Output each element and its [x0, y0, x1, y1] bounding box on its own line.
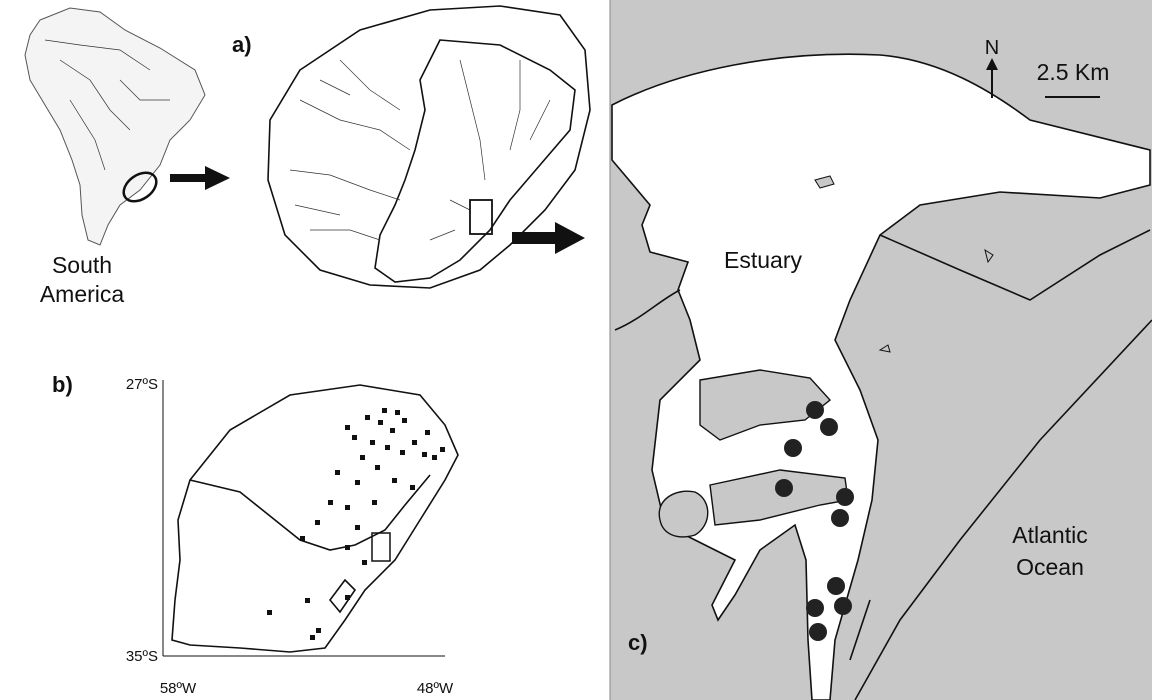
study-box: [470, 200, 492, 234]
sub-basin: [375, 40, 575, 282]
island: [659, 491, 708, 537]
river: [290, 60, 550, 240]
lat-label: 35ºS: [126, 648, 158, 665]
ocean-label: Ocean: [1016, 554, 1084, 580]
lon-label: 58ºW: [160, 680, 197, 697]
figure: South America a) b) 27ºS 35ºS 58ºW 48ºW …: [0, 0, 1152, 700]
continent-label: America: [40, 281, 125, 307]
estuary-label: Estuary: [724, 247, 802, 273]
lat-label: 27ºS: [126, 376, 158, 393]
panel-label: a): [232, 32, 252, 57]
south-america: [25, 8, 205, 245]
continent-label: South: [52, 252, 112, 278]
region-border: [190, 475, 430, 612]
lon-label: 48ºW: [417, 680, 454, 697]
panel-label: c): [628, 630, 648, 655]
state-outline: [172, 385, 458, 652]
study-box: [372, 533, 390, 561]
arrow: [512, 222, 585, 254]
panel-label: b): [52, 372, 73, 397]
scale-label: 2.5 Km: [1037, 59, 1110, 85]
north-label: N: [985, 37, 999, 59]
arrow: [170, 166, 230, 190]
ocean-label: Atlantic: [1012, 522, 1087, 548]
basin-outline: [268, 6, 590, 288]
